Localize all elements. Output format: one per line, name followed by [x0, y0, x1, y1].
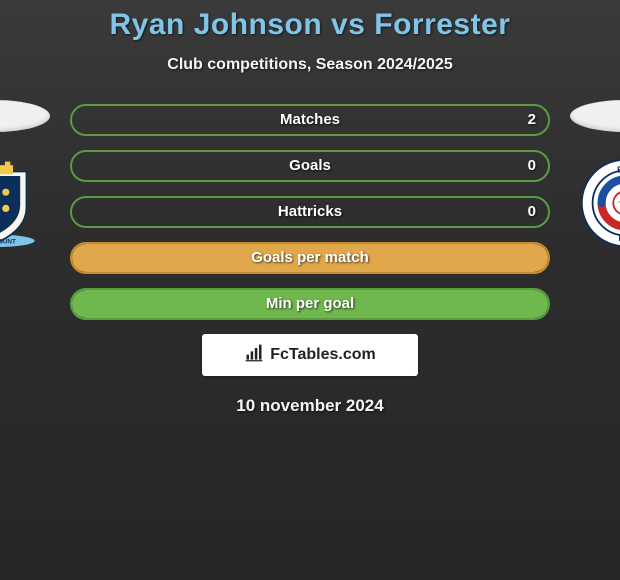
svg-text:PORT COUNT: PORT COUNT	[0, 239, 16, 246]
stat-value-right: 0	[528, 198, 536, 226]
stat-value-right: 2	[528, 106, 536, 134]
date-text: 10 november 2024	[0, 396, 620, 416]
subtitle: Club competitions, Season 2024/2025	[0, 56, 620, 74]
player-photo-right-placeholder	[570, 100, 620, 132]
stat-row: Hattricks0	[70, 196, 550, 228]
stat-label: Hattricks	[72, 198, 548, 226]
stats-panel: PORT COUNT B W F C Matches2Goals0Hattric…	[70, 104, 550, 320]
stat-row: Goals0	[70, 150, 550, 182]
bar-chart-icon	[244, 343, 264, 368]
page-title: Ryan Johnson vs Forrester	[0, 8, 620, 42]
stat-label: Goals per match	[72, 244, 548, 272]
stat-label: Goals	[72, 152, 548, 180]
stat-row: Goals per match	[70, 242, 550, 274]
stat-row: Matches2	[70, 104, 550, 136]
stat-label: Matches	[72, 106, 548, 134]
stat-label: Min per goal	[72, 290, 548, 318]
bolton-wanderers-crest: B W F C	[580, 158, 620, 248]
stockport-county-crest: PORT COUNT	[0, 158, 40, 248]
comparison-card: Ryan Johnson vs Forrester Club competiti…	[0, 0, 620, 416]
stat-value-right: 0	[528, 152, 536, 180]
stat-row: Min per goal	[70, 288, 550, 320]
brand-text: FcTables.com	[270, 346, 376, 364]
brand-badge[interactable]: FcTables.com	[202, 334, 418, 376]
player-photo-left-placeholder	[0, 100, 50, 132]
